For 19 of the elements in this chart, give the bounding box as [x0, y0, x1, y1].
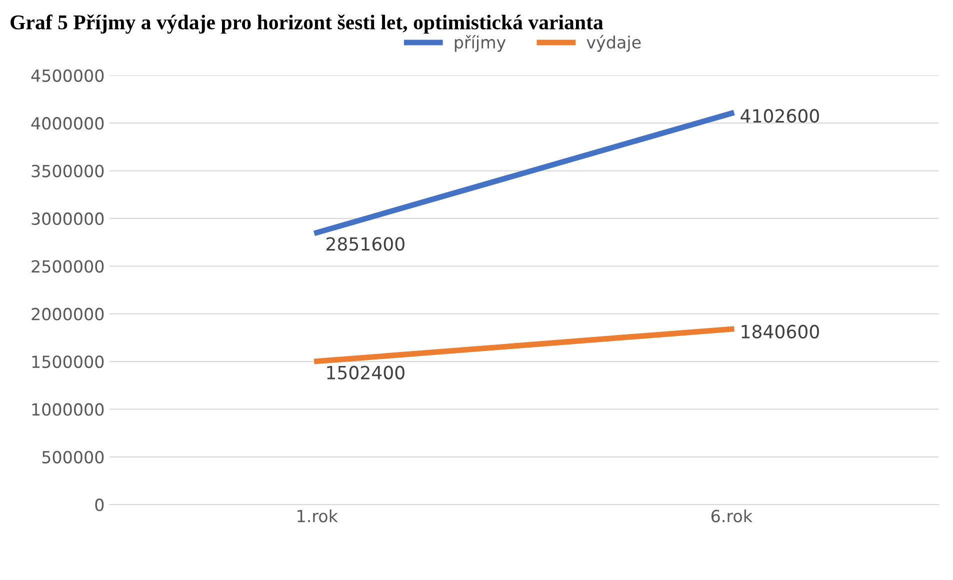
- x-tick-label: 1.rok: [298, 509, 338, 522]
- data-label: 2851600: [326, 237, 404, 251]
- data-label: 4102600: [740, 109, 819, 123]
- y-tick-label: 1500000: [32, 355, 104, 368]
- legend-label: příjmy: [454, 35, 506, 52]
- chart-title: Graf 5 Příjmy a výdaje pro horizont šesti let, optimistická varianta: [10, 14, 604, 34]
- y-tick-label: 4000000: [31, 117, 104, 130]
- data-label: 1502400: [327, 366, 404, 380]
- y-tick-label: 2000000: [32, 308, 104, 320]
- data-label: 1840600: [742, 324, 819, 338]
- y-tick-label: 2500000: [32, 260, 104, 273]
- y-tick-label: 0: [95, 498, 104, 512]
- y-tick-label: 4500000: [31, 69, 104, 82]
- y-tick-label: 3000000: [32, 212, 104, 226]
- y-tick-label: 1000000: [32, 403, 104, 416]
- legend-label: výdaje: [586, 35, 641, 52]
- x-tick-label: 6.rok: [711, 509, 752, 522]
- y-tick-label: 500000: [42, 450, 104, 464]
- y-tick-label: 3500000: [32, 164, 104, 178]
